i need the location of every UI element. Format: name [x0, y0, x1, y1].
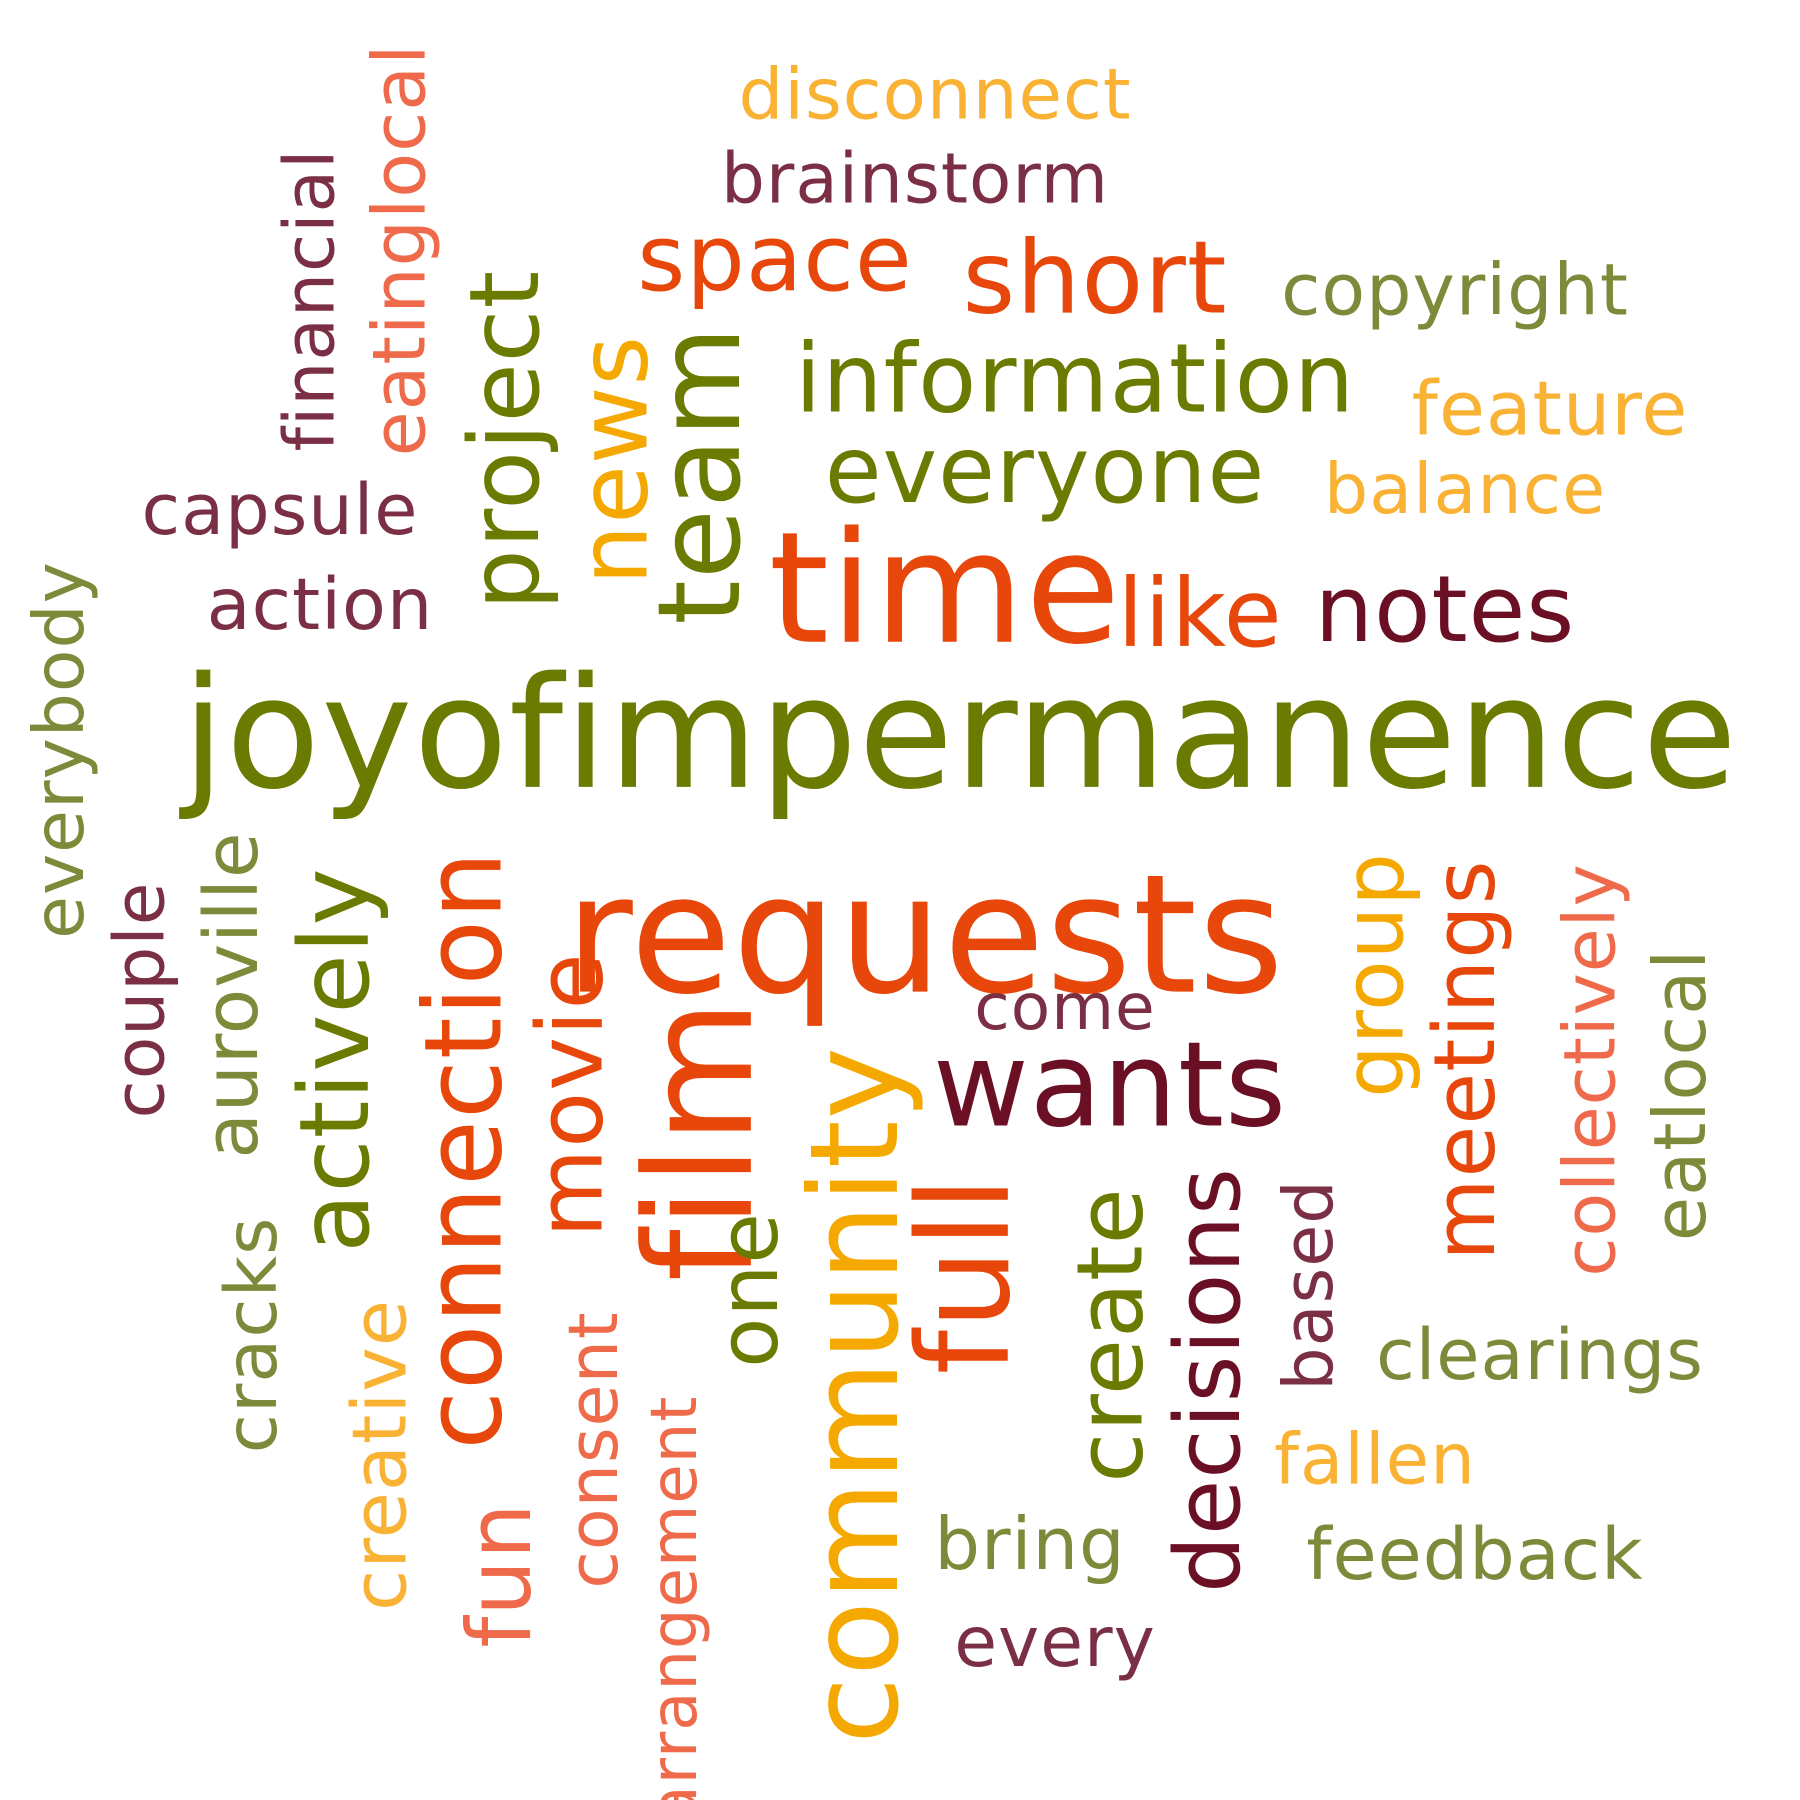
- word-creative: creative: [335, 1298, 424, 1612]
- word-notes: notes: [1314, 555, 1576, 663]
- word-full: full: [890, 1175, 1038, 1375]
- word-every: every: [954, 1602, 1156, 1684]
- word-capsule: capsule: [141, 468, 419, 551]
- word-collectively: collectively: [1548, 863, 1632, 1277]
- word-copyright: copyright: [1281, 248, 1629, 332]
- word-like: like: [1117, 559, 1283, 669]
- word-joyofimpermanence: joyofimpermanence: [181, 644, 1739, 824]
- word-based: based: [1269, 1179, 1349, 1391]
- word-eatlocal: eatlocal: [1638, 948, 1722, 1242]
- word-balance: balance: [1323, 449, 1607, 531]
- word-come: come: [974, 969, 1156, 1045]
- word-feature: feature: [1411, 365, 1689, 453]
- word-clearings: clearings: [1376, 1313, 1704, 1396]
- word-create: create: [1056, 1187, 1164, 1483]
- word-information: information: [794, 324, 1356, 435]
- word-action: action: [206, 562, 434, 647]
- word-bring: bring: [934, 1502, 1126, 1587]
- word-actively: actively: [277, 867, 391, 1253]
- word-wants: wants: [932, 1016, 1288, 1154]
- word-movie: movie: [516, 952, 624, 1238]
- word-space: space: [637, 203, 913, 312]
- word-project: project: [449, 269, 561, 611]
- word-fallen: fallen: [1274, 1417, 1476, 1501]
- word-feedback: feedback: [1306, 1512, 1644, 1597]
- word-disconnect: disconnect: [738, 52, 1132, 136]
- word-financial: financial: [269, 148, 351, 452]
- word-fun: fun: [448, 1502, 552, 1648]
- word-brainstorm: brainstorm: [721, 139, 1109, 220]
- word-everyone: everyone: [824, 415, 1266, 524]
- word-arrangement: arrangement: [638, 1395, 712, 1800]
- word-time: time: [768, 499, 1122, 679]
- word-auroville: auroville: [188, 831, 275, 1159]
- word-everybody: everybody: [19, 561, 101, 939]
- word-eatinglocal: eatinglocal: [357, 43, 443, 457]
- word-short: short: [962, 218, 1228, 337]
- word-community: community: [783, 1045, 926, 1745]
- word-news: news: [559, 334, 670, 586]
- word-meetings: meetings: [1415, 859, 1514, 1261]
- word-one: one: [702, 1212, 797, 1368]
- word-couple: couple: [99, 881, 181, 1119]
- word-connection: connection: [402, 850, 527, 1450]
- word-group: group: [1325, 852, 1423, 1098]
- word-decisions: decisions: [1157, 1167, 1262, 1593]
- word-requests: requests: [565, 838, 1285, 1031]
- word-consent: consent: [554, 1311, 634, 1589]
- word-cracks: cracks: [210, 1216, 294, 1454]
